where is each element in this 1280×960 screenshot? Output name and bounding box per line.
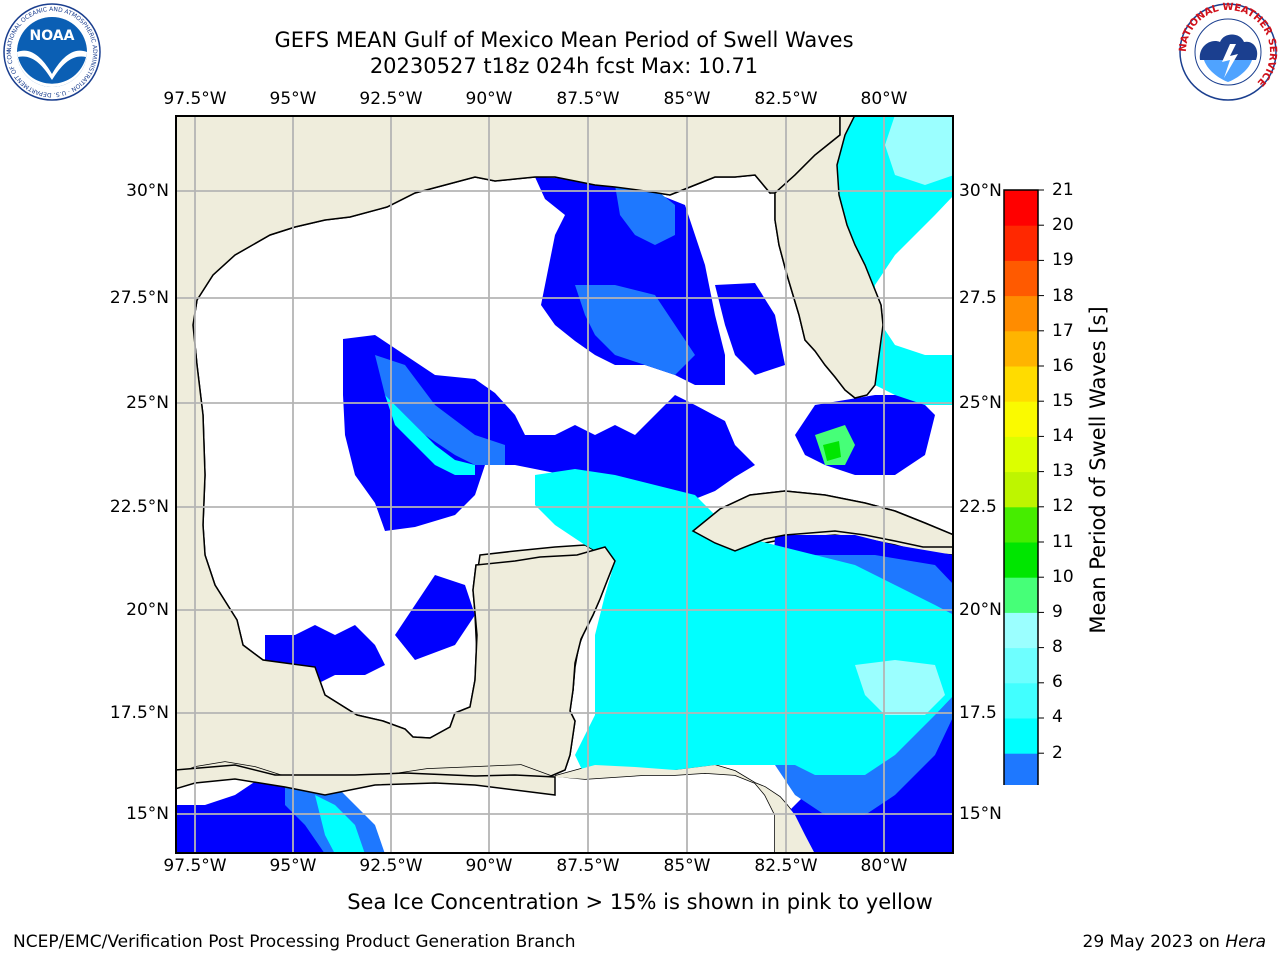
colorbar-tick: 11 bbox=[1052, 532, 1074, 552]
sea-ice-note: Sea Ice Concentration > 15% is shown in … bbox=[347, 890, 933, 914]
footer-date-text: 29 May 2023 on bbox=[1082, 932, 1220, 952]
chart-title: GEFS MEAN Gulf of Mexico Mean Period of … bbox=[274, 28, 854, 52]
lon-label: 90°W bbox=[465, 856, 513, 876]
colorbar-tick: 2 bbox=[1052, 743, 1063, 763]
colorbar-tick: 8 bbox=[1052, 637, 1063, 657]
patch-east-gulf bbox=[715, 283, 785, 375]
swell-field-8-9s bbox=[855, 115, 954, 715]
lon-label: 82.5°W bbox=[754, 856, 818, 876]
colorbar-frame bbox=[1003, 189, 1039, 785]
patch-mid-gulf-1 bbox=[375, 355, 505, 465]
colorbar-tick: 14 bbox=[1052, 426, 1074, 446]
land-mask-central-america-south bbox=[175, 764, 556, 796]
colorbar-segment bbox=[1004, 682, 1038, 719]
lon-label: 80°W bbox=[860, 89, 908, 109]
colorbar-segment bbox=[1004, 190, 1038, 226]
lat-label: 17.5 bbox=[959, 703, 997, 723]
swell-field-6-8s bbox=[315, 115, 954, 854]
patch-central-gulf bbox=[343, 335, 755, 531]
lat-label: 17.5°N bbox=[109, 703, 169, 723]
lon-label: 92.5°W bbox=[359, 856, 423, 876]
colorbar-segment bbox=[1004, 718, 1038, 754]
chart-subtitle: 20230527 t18z 024h fcst Max: 10.71 bbox=[369, 54, 759, 78]
colorbar bbox=[1003, 189, 1044, 785]
lon-label: 95°W bbox=[269, 856, 317, 876]
lon-label: 92.5°W bbox=[359, 89, 423, 109]
lat-label: 22.5 bbox=[959, 497, 997, 517]
noaa-logo: NATIONAL OCEANIC AND ATMOSPHERIC ADMINIS… bbox=[2, 2, 101, 101]
land-mask-florida bbox=[774, 115, 884, 399]
footer-date: 29 May 2023 on Hera bbox=[1083, 932, 1267, 952]
lat-label: 27.5 bbox=[959, 288, 997, 308]
colorbar-tick: 16 bbox=[1052, 356, 1074, 376]
lat-label: 25°N bbox=[959, 393, 1002, 413]
lon-label: 90°W bbox=[465, 89, 513, 109]
colorbar-tick: 15 bbox=[1052, 391, 1074, 411]
lat-label: 22.5°N bbox=[109, 497, 169, 517]
lon-label: 85°W bbox=[663, 856, 711, 876]
lon-label: 80°W bbox=[860, 856, 908, 876]
colorbar-tick: 21 bbox=[1052, 180, 1074, 200]
land-mask-cuba bbox=[691, 490, 954, 552]
lon-label: 82.5°W bbox=[754, 89, 818, 109]
patch-caribbean-core bbox=[535, 469, 954, 776]
colorbar-tick: 4 bbox=[1052, 707, 1063, 727]
lon-label: 97.5°W bbox=[163, 89, 227, 109]
patch-yucatan-west bbox=[395, 575, 475, 660]
colorbar-segment bbox=[1004, 366, 1038, 402]
lat-label: 30°N bbox=[959, 181, 1002, 201]
colorbar-segment bbox=[1004, 577, 1038, 613]
colorbar-tick: 12 bbox=[1052, 496, 1074, 516]
colorbar-segment bbox=[1004, 753, 1038, 785]
colorbar-segment bbox=[1004, 225, 1038, 261]
footer-host: Hera bbox=[1225, 932, 1266, 952]
colorbar-tick: 6 bbox=[1052, 672, 1063, 692]
colorbar-tick: 17 bbox=[1052, 321, 1074, 341]
nws-logo: NATIONAL WEATHER SERVICE bbox=[1178, 2, 1278, 101]
map-frame bbox=[175, 115, 954, 854]
colorbar-segment bbox=[1004, 542, 1038, 578]
patch-atlantic-ne bbox=[885, 115, 954, 185]
lat-label: 30°N bbox=[126, 181, 169, 201]
patch-north-east bbox=[615, 185, 675, 245]
colorbar-segment bbox=[1004, 506, 1038, 543]
patch-center-ne bbox=[575, 285, 695, 375]
colorbar-tick: 13 bbox=[1052, 461, 1074, 481]
colorbar-segment bbox=[1004, 330, 1038, 367]
colorbar-tick: 18 bbox=[1052, 286, 1074, 306]
colorbar-tick: 19 bbox=[1052, 250, 1074, 270]
colorbar-tick: 20 bbox=[1052, 215, 1074, 235]
colorbar-label: Mean Period of Swell Waves [s] bbox=[1086, 306, 1110, 634]
lat-label: 27.5°N bbox=[109, 288, 169, 308]
patch-mid-gulf-2 bbox=[385, 395, 475, 475]
lon-label: 85°W bbox=[663, 89, 711, 109]
lat-label: 15°N bbox=[126, 804, 169, 824]
lon-label: 87.5°W bbox=[556, 856, 620, 876]
colorbar-segment bbox=[1004, 295, 1038, 332]
footer-credit: NCEP/EMC/Verification Post Processing Pr… bbox=[13, 932, 576, 952]
colorbar-segment bbox=[1004, 436, 1038, 473]
lat-label: 20°N bbox=[126, 600, 169, 620]
colorbar-segment bbox=[1004, 612, 1038, 649]
map-panel bbox=[175, 115, 954, 854]
lon-label: 97.5°W bbox=[163, 856, 227, 876]
colorbar-segment bbox=[1004, 647, 1038, 684]
patch-peak-green-inner bbox=[823, 441, 841, 461]
lat-label: 20°N bbox=[959, 600, 1002, 620]
colorbar-tick: 10 bbox=[1052, 567, 1074, 587]
colorbar-segment bbox=[1004, 401, 1038, 437]
lat-label: 15°N bbox=[959, 804, 1002, 824]
graticule bbox=[175, 115, 954, 854]
lat-label: 25°N bbox=[126, 393, 169, 413]
colorbar-segment bbox=[1004, 260, 1038, 297]
swell-field-9-11s bbox=[815, 425, 855, 465]
patch-florida-east bbox=[837, 115, 954, 405]
noaa-logo-text: NOAA bbox=[30, 28, 75, 44]
colorbar-tick: 9 bbox=[1052, 602, 1063, 622]
lon-label: 95°W bbox=[269, 89, 317, 109]
lon-label: 87.5°W bbox=[556, 89, 620, 109]
colorbar-segment bbox=[1004, 471, 1038, 508]
patch-caribbean-light bbox=[855, 660, 945, 715]
patch-pacific-cyan bbox=[315, 795, 365, 854]
